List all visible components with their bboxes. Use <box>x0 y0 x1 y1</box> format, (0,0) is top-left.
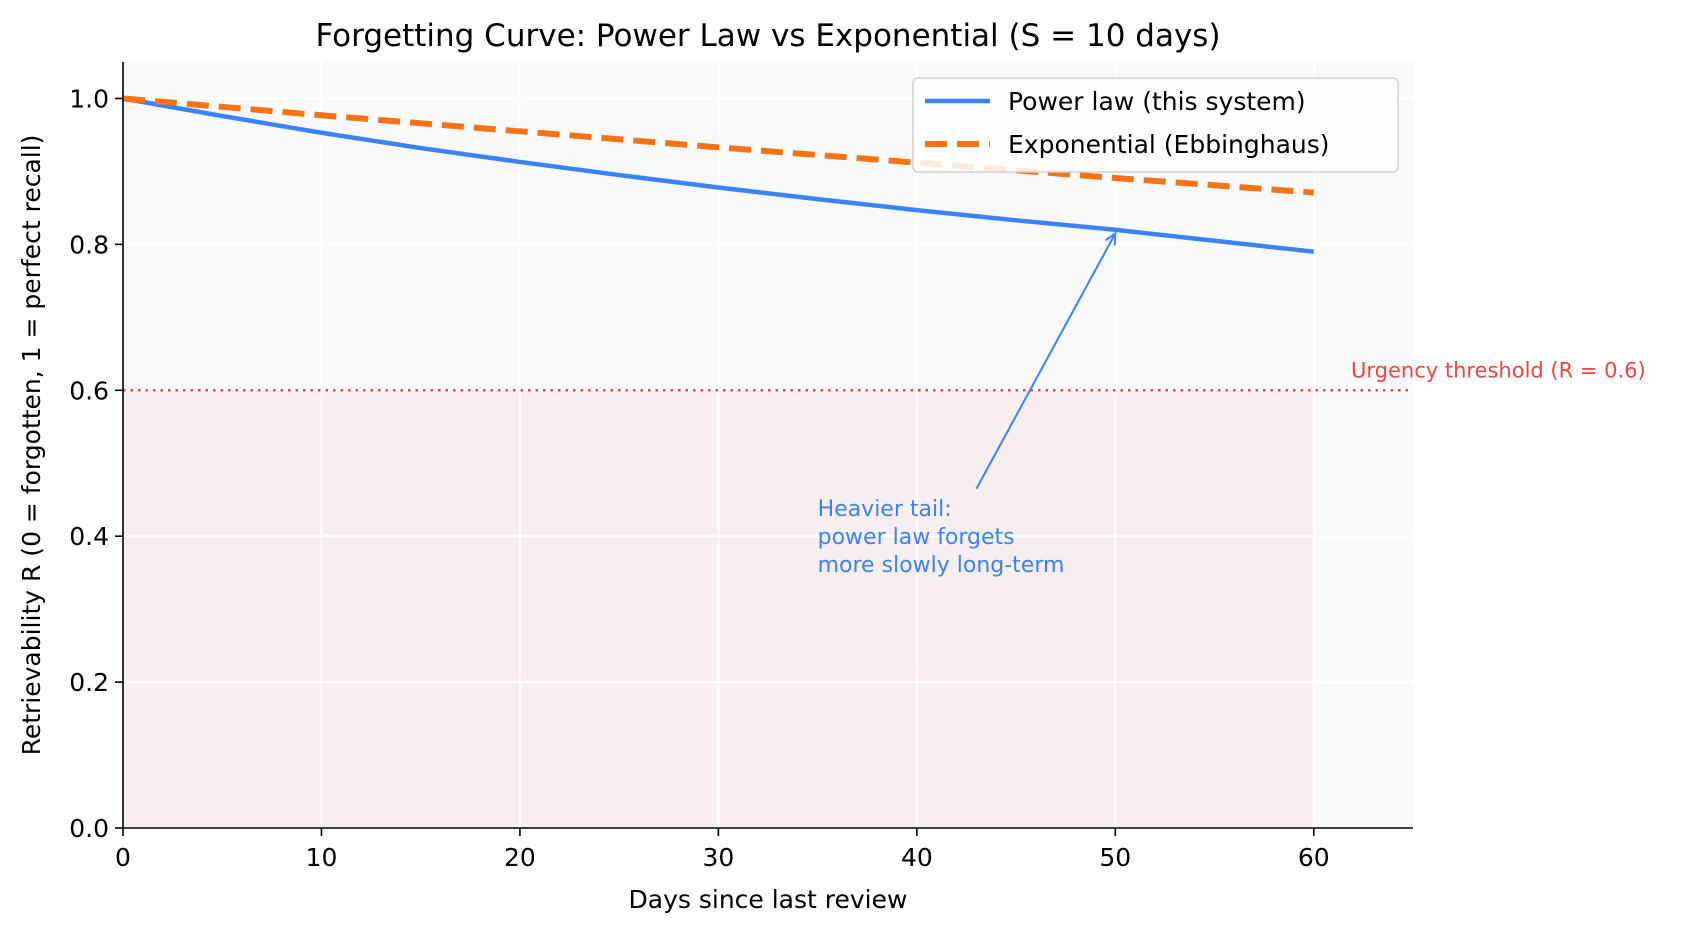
x-axis-label: Days since last review <box>629 885 908 914</box>
legend-label-0: Power law (this system) <box>1008 87 1306 116</box>
legend: Power law (this system) Exponential (Ebbi… <box>912 77 1399 173</box>
series-line-1 <box>122 95 1314 196</box>
series-line-0 <box>122 96 1315 254</box>
y-tick-label-3: 0.6 <box>69 376 109 405</box>
annotation-text: Heavier tail: power law forgets more slowl… <box>818 497 1065 578</box>
y-tick-label-2: 0.4 <box>69 522 109 551</box>
annotation-arrow <box>975 232 1117 490</box>
y-axis-label: Retrievability R (0 = forgotten, 1 = per… <box>17 135 46 756</box>
y-tick-label-5: 1.0 <box>69 84 109 113</box>
x-tick-label-6: 60 <box>1298 843 1330 872</box>
annotation-line-2: more slowly long-term <box>818 553 1065 578</box>
annotation-line-0: Heavier tail: <box>818 497 952 522</box>
legend-box <box>912 77 1399 173</box>
annotation: Heavier tail: power law forgets more slowl… <box>818 231 1117 578</box>
series-layer <box>122 95 1315 254</box>
x-tick-label-3: 30 <box>702 843 734 872</box>
x-ticks: 0 10 20 30 40 50 60 <box>115 828 1330 872</box>
y-tick-label-0: 0.0 <box>69 814 109 843</box>
chart-title: Forgetting Curve: Power Law vs Exponenti… <box>315 18 1220 54</box>
x-tick-label-0: 0 <box>115 843 131 872</box>
x-tick-label-4: 40 <box>901 843 933 872</box>
y-tick-label-1: 0.2 <box>69 668 109 697</box>
legend-label-1: Exponential (Ebbinghaus) <box>1008 130 1330 159</box>
annotation-line-1: power law forgets <box>818 525 1015 550</box>
x-tick-label-5: 50 <box>1099 843 1131 872</box>
x-tick-label-2: 20 <box>504 843 536 872</box>
annotation-arrowhead <box>1104 231 1117 246</box>
y-tick-label-4: 0.8 <box>69 230 109 259</box>
y-ticks: 0.0 0.2 0.4 0.6 0.8 1.0 <box>69 84 123 843</box>
x-tick-label-1: 10 <box>306 843 338 872</box>
threshold-label: Urgency threshold (R = 0.6) <box>1351 358 1646 382</box>
